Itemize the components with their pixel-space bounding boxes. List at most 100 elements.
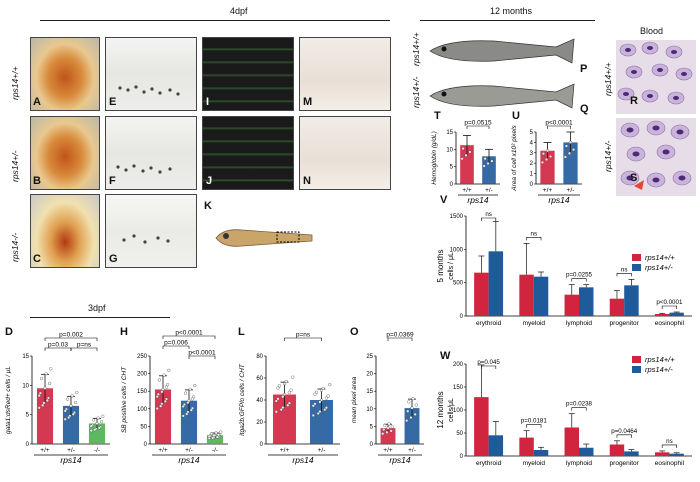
data-point [100,420,104,424]
data-point [181,414,185,418]
fish-diagram-K [215,229,313,247]
significance-bracket [616,434,632,438]
data-point [282,392,287,397]
row-label-Q: rps14+/- [411,76,421,108]
data-point [414,403,418,407]
data-point [186,400,190,405]
significance-bracket [661,444,677,448]
y-tick-label: 0 [460,314,464,320]
legend-swatch-1 [632,366,641,373]
gene-label: rps14 [389,455,411,465]
data-point [282,382,287,386]
data-point [277,384,282,388]
y-tick-label: 20 [256,420,263,426]
significance-bracket [571,407,587,411]
data-point [571,148,576,152]
data-point [93,428,97,432]
data-point [219,430,223,434]
p-value-label: p=0.0464 [611,428,638,435]
data-point [405,419,409,423]
data-point [486,161,490,166]
y-axis-label: gata1:dsRed+ cells / μL [5,366,12,434]
data-point [490,159,494,163]
bar-erythroid-1 [488,435,504,456]
p-value-label: p<0.0001 [545,120,573,127]
y-tick-label: 5 [26,413,30,419]
y-tick-label: 25 [366,354,373,360]
data-point [413,412,417,416]
significance-bracket [661,305,677,309]
x-tick-label: eosinophil [655,460,685,467]
data-point [274,399,278,403]
legend-swatch-1 [632,264,641,271]
data-point [541,152,546,156]
image-panel-M [299,37,391,111]
chart-H: SB positive cells / CHT 0 50 100 150 200 250 +/… [121,330,228,465]
y-tick-label: 80 [256,354,263,360]
y-axis-label: Hemoglobin (g/dL) [431,131,438,184]
data-point [291,375,295,379]
data-point [385,430,389,434]
data-point [281,405,285,410]
y-tick-label: 200 [137,372,148,378]
y-tick-label: 2 [530,161,534,167]
bar-eosinophil-0 [654,314,670,316]
bar-myeloid-0 [519,274,534,316]
chart-L: itga2b:GFPlo cells / CHT 0 20 40 60 80 +/+ +/- r… [239,332,340,465]
image-panel-I [202,37,294,111]
y-tick-label: 50 [140,424,147,430]
image-panel-J [202,116,294,190]
y-tick-label: 15 [446,130,453,136]
data-point [468,150,472,154]
data-point [276,386,280,390]
data-point [183,391,188,395]
y-tick-label: 200 [453,362,464,368]
data-point [67,415,71,420]
y-tick-label: 10 [446,147,453,153]
panel-letter-L: L [238,326,245,338]
data-point [157,378,162,382]
data-point [324,396,329,400]
row-label-ko: rps14-/- [10,232,20,262]
x-tick-label: +/- [185,447,193,454]
bar-myeloid-0 [519,437,534,456]
data-point [544,157,549,162]
data-point [209,432,214,436]
bar-progenitor-1 [624,285,639,316]
y-tick-label: 5 [530,130,534,136]
significance-bracket [70,347,98,351]
bar-erythroid-0 [474,397,489,456]
data-point [181,404,185,408]
x-tick-label: +/+ [383,447,393,454]
data-point [464,153,468,157]
data-point [39,376,44,381]
y-tick-label: 3 [530,151,534,157]
y-tick-label: 0 [260,442,264,448]
y-tick-label: 500 [453,281,464,287]
x-tick-label: +/- [408,447,416,454]
data-point [74,400,78,405]
significance-bracket [571,278,587,282]
y-tick-label: 1500 [450,214,464,220]
chart-V: 5 months cells / μL 0 500 1000 1500 erythroid n… [436,211,692,327]
p-value-label: p=0.0515 [464,120,492,127]
significance-bracket [44,337,98,341]
data-point [289,388,293,392]
gene-label: rps14 [548,195,570,205]
data-point [70,394,74,398]
y-tick-label: 0 [460,454,464,460]
bar-progenitor-0 [609,444,625,456]
x-tick-label: +/- [318,447,326,454]
significance-bracket [162,345,190,349]
data-point [189,408,193,412]
significance-bracket [387,337,413,341]
data-point [167,368,171,372]
data-point [97,426,101,430]
panel-letter-A: A [33,96,41,108]
legend-label-1: rps14+/- [645,263,673,272]
x-tick-label: eosinophil [655,320,685,327]
data-point [482,164,486,168]
header-line-12months [420,20,595,21]
data-point [567,151,572,155]
row-label: 12 months [436,391,445,428]
